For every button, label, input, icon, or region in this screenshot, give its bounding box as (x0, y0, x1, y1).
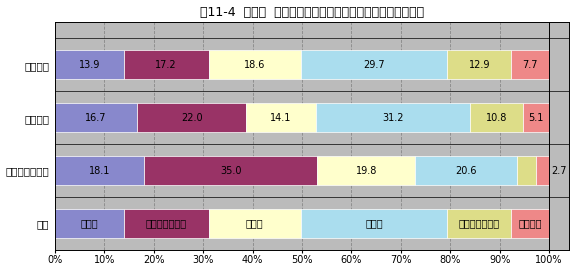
Bar (470, 103, 523, 132)
Bar (124, 50, 209, 79)
Text: 18.1: 18.1 (89, 166, 110, 176)
Bar (137, 103, 246, 132)
Title: 図11-4  圏域別  事業所数、従業者数、製造品出荷額等構成比: 図11-4 圏域別 事業所数、従業者数、製造品出荷額等構成比 (200, 6, 424, 18)
Text: 20.6: 20.6 (455, 166, 477, 176)
Text: 10.8: 10.8 (486, 113, 508, 123)
Bar (517, 156, 536, 185)
Text: 12.9: 12.9 (469, 60, 490, 70)
Bar (124, 209, 209, 238)
Bar (447, 50, 511, 79)
Text: 今治圏: 今治圏 (246, 218, 263, 228)
Text: 18.6: 18.6 (244, 60, 265, 70)
Bar (301, 50, 447, 79)
Bar (55, 156, 144, 185)
Bar (144, 156, 317, 185)
Text: 13.9: 13.9 (79, 60, 100, 70)
Text: 29.7: 29.7 (363, 60, 385, 70)
Bar (511, 50, 549, 79)
Bar (511, 209, 549, 238)
Text: 35.0: 35.0 (220, 166, 241, 176)
Text: 八幡浜・大洲圏: 八幡浜・大洲圏 (459, 218, 500, 228)
Text: 7.7: 7.7 (523, 60, 538, 70)
Text: 松山圏: 松山圏 (365, 218, 383, 228)
Bar (523, 103, 549, 132)
Bar (415, 156, 517, 185)
Text: 22.0: 22.0 (181, 113, 202, 123)
Bar (301, 209, 447, 238)
Text: 17.2: 17.2 (155, 60, 177, 70)
Text: 16.7: 16.7 (85, 113, 107, 123)
Text: 5.1: 5.1 (528, 113, 544, 123)
Bar (55, 209, 124, 238)
Text: 新居浜・西条圏: 新居浜・西条圏 (145, 218, 187, 228)
Bar (209, 209, 301, 238)
Bar (536, 156, 549, 185)
Bar (316, 103, 470, 132)
Text: 14.1: 14.1 (270, 113, 292, 123)
Bar (447, 209, 511, 238)
Text: 31.2: 31.2 (382, 113, 404, 123)
Text: 19.8: 19.8 (355, 166, 377, 176)
Text: 宇和島圏: 宇和島圏 (519, 218, 542, 228)
Text: 宇摩圏: 宇摩圏 (81, 218, 98, 228)
Bar (317, 156, 415, 185)
Bar (246, 103, 316, 132)
Text: 2.7: 2.7 (551, 166, 567, 176)
Bar (209, 50, 301, 79)
Bar (55, 103, 137, 132)
Bar (55, 50, 124, 79)
